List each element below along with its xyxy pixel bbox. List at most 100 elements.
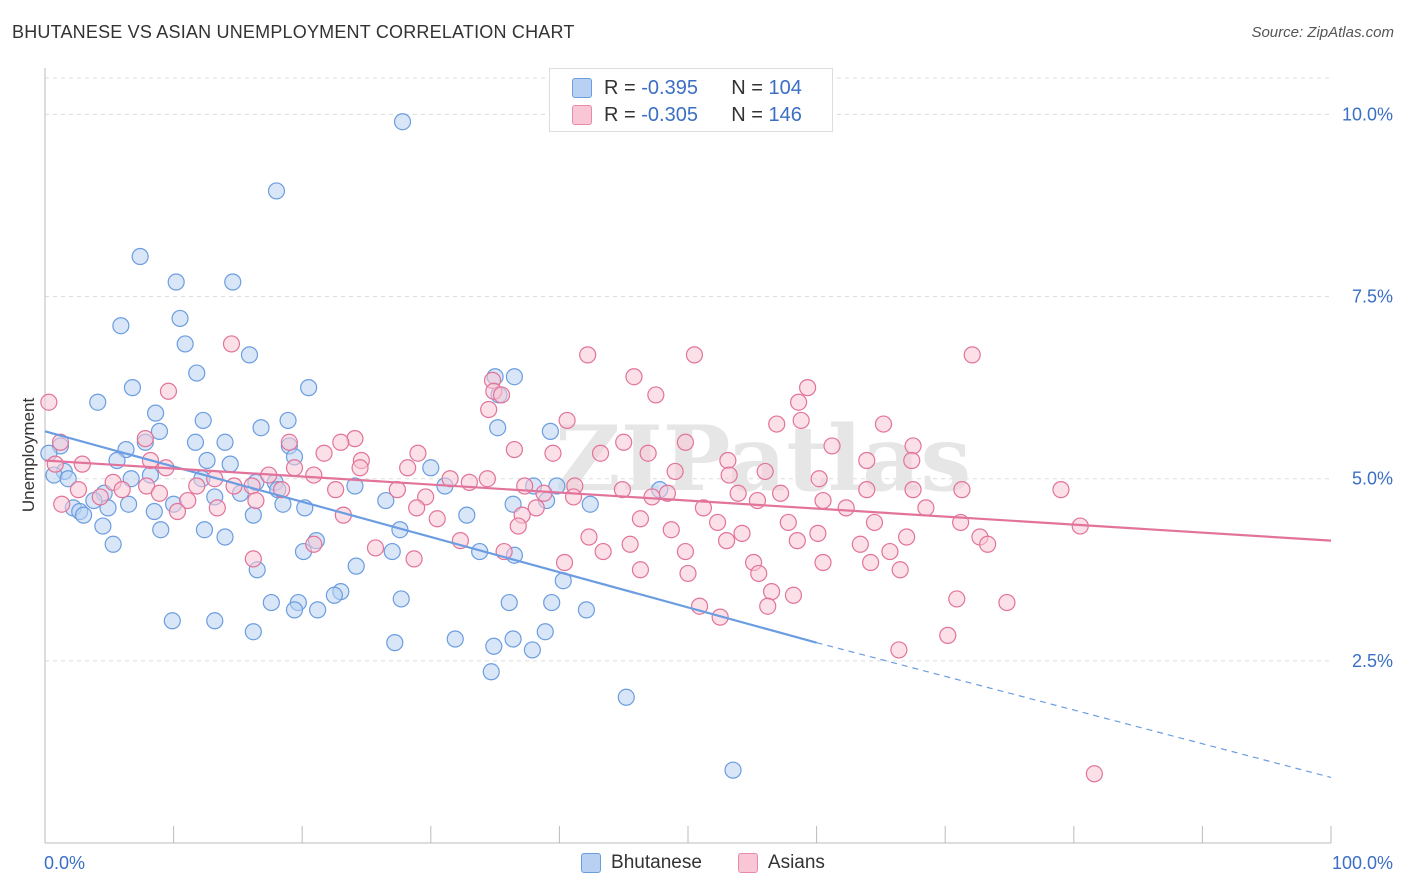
point-asians [388, 481, 406, 499]
point-bhutanese [346, 477, 364, 495]
point-bhutanese [167, 273, 185, 291]
point-bhutanese [59, 470, 77, 488]
n-label: N = [731, 76, 763, 99]
point-asians [676, 542, 695, 561]
point-asians [428, 510, 446, 528]
point-bhutanese [489, 419, 507, 437]
point-bhutanese [244, 506, 262, 524]
point-asians [1052, 481, 1070, 499]
point-asians [399, 459, 417, 477]
point-bhutanese [221, 455, 239, 473]
point-asians [631, 561, 650, 579]
correlation-legend: R = -0.395 N = 104 R = -0.305 N = 146 [549, 68, 833, 132]
point-asians [478, 470, 496, 488]
point-asians [998, 593, 1016, 612]
point-asians [771, 484, 790, 502]
point-bhutanese [485, 637, 503, 655]
point-asians [179, 491, 197, 510]
point-asians [851, 535, 869, 553]
point-asians [305, 466, 323, 484]
point-bhutanese [383, 542, 401, 561]
point-asians [168, 502, 187, 521]
point-asians [639, 444, 657, 462]
point-bhutanese [194, 411, 212, 430]
point-bhutanese [112, 317, 130, 335]
point-asians [366, 539, 385, 557]
point-asians [244, 550, 262, 568]
point-asians [733, 524, 751, 542]
point-asians [647, 386, 665, 404]
point-asians [679, 564, 697, 583]
point-bhutanese [543, 593, 561, 612]
point-bhutanese [617, 688, 635, 706]
point-asians [159, 382, 178, 400]
point-asians [898, 528, 916, 546]
point-asians [798, 379, 817, 397]
point-asians [273, 481, 291, 499]
point-bhutanese [206, 612, 224, 630]
point-asians [579, 346, 597, 364]
point-asians [759, 597, 777, 615]
point-bhutanese [724, 761, 742, 779]
point-bhutanese [240, 346, 259, 364]
point-asians [858, 481, 876, 499]
point-bhutanese [446, 630, 464, 648]
point-asians [150, 484, 169, 502]
point-asians [136, 430, 154, 448]
chart-title: BHUTANESE VS ASIAN UNEMPLOYMENT CORRELAT… [12, 22, 575, 42]
point-asians [685, 346, 704, 364]
point-asians [809, 524, 827, 542]
point-asians [346, 430, 364, 448]
point-bhutanese [252, 419, 270, 437]
point-bhutanese [581, 495, 599, 513]
point-asians [315, 444, 333, 462]
legend-item-bhutanese[interactable]: Bhutanese [581, 852, 702, 874]
point-bhutanese [74, 506, 93, 524]
point-bhutanese [195, 521, 214, 539]
point-bhutanese [309, 601, 327, 619]
point-asians [527, 499, 545, 517]
point-asians [762, 583, 781, 601]
point-asians [480, 400, 498, 419]
asians-swatch [737, 853, 758, 873]
point-bhutanese [216, 528, 234, 546]
point-asians [904, 437, 922, 455]
point-bhutanese [171, 309, 189, 328]
point-bhutanese [458, 506, 476, 524]
point-asians [729, 484, 747, 502]
point-asians [874, 415, 893, 433]
r-value-asians: -0.305 [641, 103, 698, 126]
point-bhutanese [541, 422, 559, 440]
point-asians [247, 491, 265, 510]
point-bhutanese [482, 663, 500, 681]
point-asians [694, 499, 713, 517]
point-bhutanese [267, 182, 286, 200]
point-asians [91, 488, 109, 506]
point-asians [1085, 765, 1103, 783]
legend-row-asians: R = -0.305 N = 146 [572, 103, 802, 127]
point-asians [865, 513, 884, 532]
point-asians [788, 532, 806, 550]
point-asians [953, 481, 971, 499]
point-asians [351, 459, 369, 477]
point-bhutanese [163, 612, 181, 630]
point-bhutanese [386, 634, 404, 652]
point-bhutanese [244, 623, 262, 641]
r-label: R = [604, 103, 636, 126]
r-label: R = [604, 76, 636, 99]
point-asians [69, 481, 88, 499]
point-asians [666, 462, 684, 481]
point-bhutanese [198, 451, 216, 470]
tick-labels: 2.5% 5.0% 7.5% 10.0% 0.0% 100.0% Unemployment [19, 104, 1393, 873]
point-asians [40, 393, 58, 411]
point-asians [789, 393, 808, 411]
point-asians [784, 586, 803, 604]
point-asians [814, 491, 832, 510]
point-asians [544, 444, 562, 462]
point-bhutanese [94, 517, 112, 535]
point-asians [46, 455, 64, 473]
point-asians [814, 553, 832, 572]
point-asians [305, 535, 323, 553]
point-bhutanese [262, 593, 280, 612]
legend-item-asians[interactable]: Asians [737, 852, 825, 874]
